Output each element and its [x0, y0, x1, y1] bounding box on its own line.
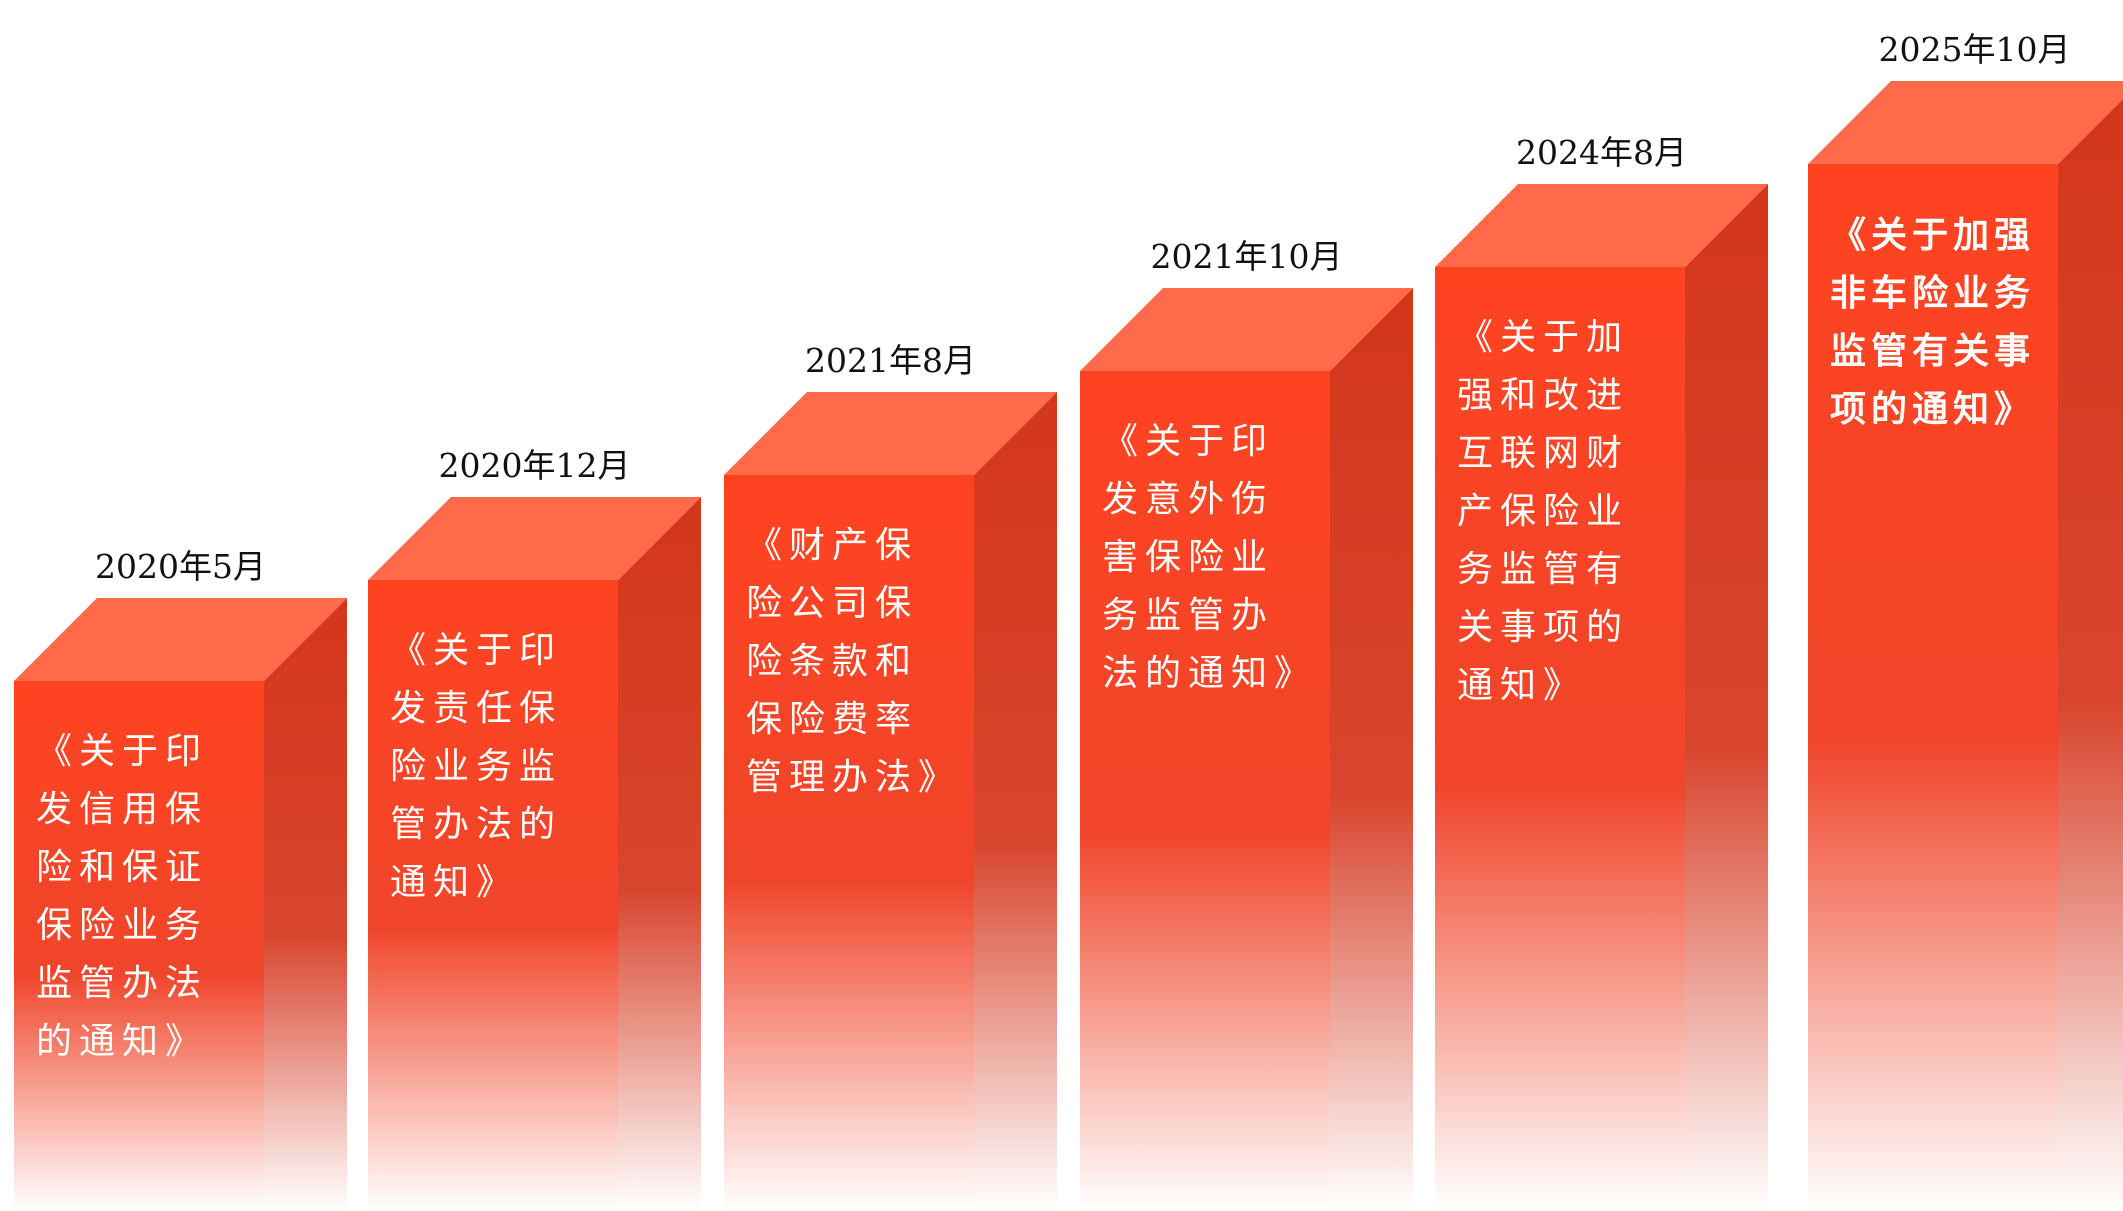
policy-title: 《关于印发信用保险和保证保险业务监管办法的通知》: [36, 723, 250, 1071]
page: 2020年5月《关于印发信用保险和保证保险业务监管办法的通知》2020年12月《…: [0, 0, 2123, 1211]
date-label: 2020年5月: [11, 540, 351, 588]
box-side: [2058, 81, 2123, 1211]
policy-title: 《关于加强和改进互联网财产保险业务监管有关事项的通知》: [1457, 309, 1671, 715]
date-label: 2021年10月: [1077, 230, 1417, 278]
box-side: [1330, 288, 1413, 1211]
box-side: [618, 497, 701, 1211]
policy-title: 《关于印发责任保险业务监管办法的通知》: [390, 622, 604, 912]
date-label: 2020年12月: [365, 439, 705, 487]
box-side: [974, 392, 1057, 1211]
box-side: [1685, 184, 1768, 1211]
date-label: 2021年8月: [721, 334, 1061, 382]
policy-title: 《关于加强非车险业务监管有关事项的通知》: [1830, 206, 2044, 438]
box-side: [264, 598, 347, 1211]
steps-graphic: [0, 0, 2123, 1211]
policy-title: 《关于印发意外伤害保险业务监管办法的通知》: [1102, 413, 1316, 703]
policy-title: 《财产保险公司保险条款和保险费率管理办法》: [746, 517, 960, 807]
date-label: 2025年10月: [1805, 23, 2123, 71]
date-label: 2024年8月: [1432, 126, 1772, 174]
